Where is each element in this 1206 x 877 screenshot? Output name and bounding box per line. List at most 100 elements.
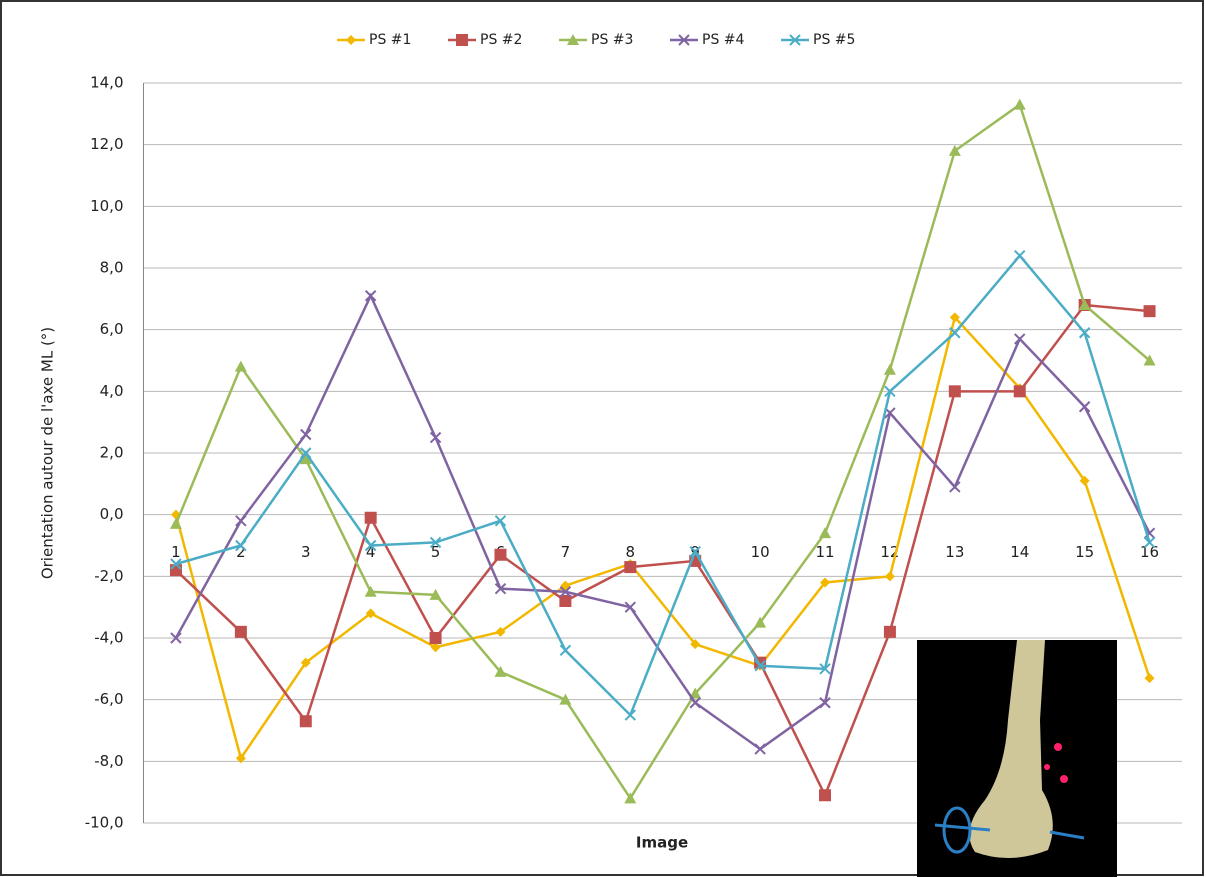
x-tick-label: 1 [171,543,181,561]
marker [1078,401,1091,413]
marker [1013,98,1026,110]
marker [429,588,442,600]
marker [494,548,507,561]
marker [234,360,247,372]
marker [819,663,831,675]
marker [169,517,182,529]
x-tick-label: 2 [236,543,246,561]
legend-label: PS #5 [813,32,855,48]
marker [690,639,701,650]
marker [1078,327,1091,339]
marker [364,585,377,597]
x-axis-label: Image [636,834,688,852]
y-tick-label: 8,0 [100,259,124,277]
y-tick-label: 14,0 [90,74,123,92]
y-tick-label: -2,0 [94,567,123,585]
x-tick-label: 4 [366,543,376,561]
marker [819,789,832,802]
legend-item: PS #2 [448,32,522,48]
marker [456,34,468,46]
marker [689,545,701,558]
y-tick-label: -4,0 [94,629,123,647]
series-line [175,303,1150,799]
marker [689,687,702,699]
marker [754,616,767,628]
marker [819,697,831,709]
marker [169,564,182,577]
series-line [174,314,1151,762]
marker [678,34,690,46]
marker [300,447,312,459]
x-tick-label: 13 [945,543,964,561]
marker [1143,536,1156,549]
marker [364,511,377,524]
marker [494,515,507,527]
marker [624,601,637,613]
marker [235,515,247,527]
marker [429,536,442,549]
x-tick-label: 3 [301,543,311,561]
legend-item: PS #5 [781,32,855,48]
marker [299,453,312,465]
marker [299,715,312,728]
marker [300,428,312,441]
marker [364,539,377,552]
marker [300,657,311,668]
marker [689,697,701,709]
legend-label: PS #1 [369,32,411,48]
y-tick-label: -10,0 [85,814,124,832]
marker [884,571,895,582]
marker [364,290,377,302]
x-tick-label: 7 [561,543,571,561]
marker [754,743,766,755]
marker [365,608,376,619]
marker [234,625,247,638]
legend-label: PS #4 [702,32,745,48]
marker [1079,475,1090,486]
marker [429,431,442,444]
x-tick-label: 8 [626,543,636,561]
marker [624,792,637,804]
marker [430,642,441,653]
marker [1013,385,1026,398]
series-line [175,253,1151,718]
marker [949,312,960,323]
x-tick-label: 5 [431,543,441,561]
marker [170,632,182,644]
y-tick-label: 4,0 [100,382,124,400]
y-tick-label: 12,0 [90,135,123,153]
marker [559,595,572,607]
inset-image [917,640,1117,877]
marker [949,327,961,339]
marker [624,561,637,574]
marker [494,582,507,595]
x-tick-label: 11 [815,543,834,561]
marker [559,644,572,657]
x-tick-label: 16 [1140,543,1159,561]
marker [429,632,442,644]
marker [495,626,506,637]
marker [1143,305,1156,318]
marker [948,385,961,398]
marker [170,558,182,570]
legend-label: PS #2 [480,32,522,48]
x-tick-label: 14 [1010,543,1029,561]
marker [884,385,896,398]
legend-item: PS #3 [559,32,633,48]
y-tick-label: -8,0 [94,752,123,770]
marker [883,363,896,375]
marker [949,481,961,493]
series-line [174,292,1151,751]
marker [494,665,507,677]
marker [1144,673,1155,684]
marker [789,34,801,46]
y-tick-label: 10,0 [90,197,123,215]
legend-item: PS #4 [670,32,745,48]
marker [559,693,572,705]
y-axis-label: Orientation autour de l'axe ML (°) [39,327,57,579]
series-line [174,102,1151,801]
marker [624,709,637,721]
marker [819,527,832,539]
marker [559,586,572,598]
